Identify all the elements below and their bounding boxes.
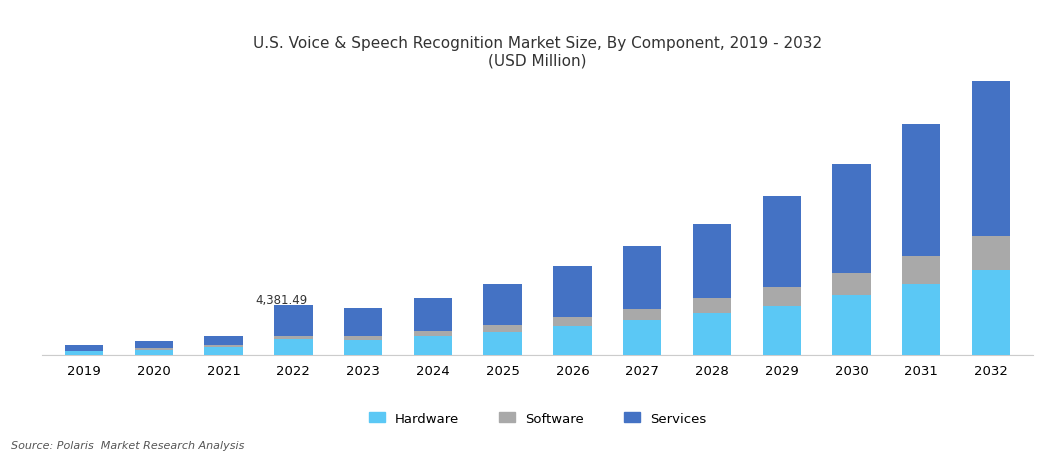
Bar — [972, 237, 1010, 271]
Bar — [135, 341, 173, 349]
Bar — [553, 318, 591, 327]
Bar — [414, 331, 452, 337]
Bar — [65, 352, 103, 355]
Bar — [274, 305, 313, 336]
Bar — [484, 325, 522, 332]
Bar — [692, 224, 731, 298]
Bar — [204, 348, 242, 355]
Bar — [623, 321, 662, 355]
Bar — [902, 125, 940, 256]
Bar — [902, 284, 940, 355]
Bar — [344, 336, 383, 340]
Bar — [204, 336, 242, 345]
Bar — [135, 350, 173, 355]
Bar — [484, 332, 522, 355]
Bar — [204, 345, 242, 348]
Bar — [972, 77, 1010, 237]
Bar — [344, 340, 383, 355]
Bar — [65, 351, 103, 352]
Bar — [135, 349, 173, 350]
Bar — [623, 309, 662, 321]
Legend: Hardware, Software, Services: Hardware, Software, Services — [364, 407, 711, 430]
Bar — [553, 266, 591, 318]
Text: Source: Polaris  Market Research Analysis: Source: Polaris Market Research Analysis — [11, 440, 243, 450]
Title: U.S. Voice & Speech Recognition Market Size, By Component, 2019 - 2032
(USD Mill: U.S. Voice & Speech Recognition Market S… — [253, 36, 822, 68]
Bar — [692, 298, 731, 313]
Bar — [344, 308, 383, 336]
Bar — [902, 256, 940, 284]
Bar — [833, 296, 871, 355]
Bar — [692, 313, 731, 355]
Bar — [762, 288, 801, 306]
Bar — [274, 339, 313, 355]
Bar — [833, 273, 871, 296]
Text: 4,381.49: 4,381.49 — [255, 293, 307, 306]
Bar — [762, 197, 801, 288]
Bar — [762, 306, 801, 355]
Bar — [833, 165, 871, 273]
Bar — [414, 337, 452, 355]
Bar — [274, 336, 313, 339]
Bar — [972, 271, 1010, 355]
Bar — [484, 284, 522, 325]
Bar — [414, 298, 452, 331]
Bar — [553, 327, 591, 355]
Bar — [65, 345, 103, 351]
Bar — [623, 247, 662, 309]
